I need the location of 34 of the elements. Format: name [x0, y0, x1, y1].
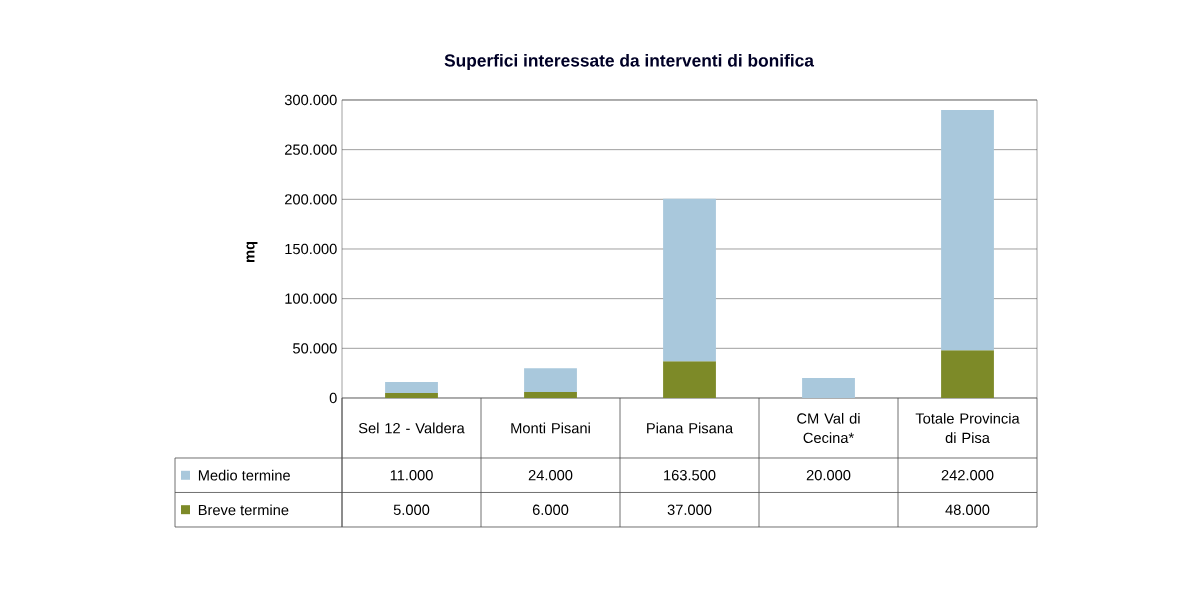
data-label: 24.000	[528, 470, 573, 481]
bar	[385, 382, 438, 394]
data-label: 5.000	[393, 504, 430, 515]
x-tick-label: Sel 12 - Valdera	[358, 422, 465, 434]
bar	[663, 198, 716, 362]
chart-title: Superfici interessate da interventi di bonifica	[444, 53, 815, 71]
bar	[385, 393, 438, 398]
y-tick-label: 250.000	[285, 144, 337, 155]
y-tick-label: 150.000	[285, 243, 337, 255]
data-label: 163.500	[664, 470, 716, 481]
bar	[941, 350, 994, 398]
bar	[941, 109, 994, 351]
legend-label: Breve termine	[198, 504, 289, 516]
data-label: 20.000	[806, 470, 851, 481]
bar	[524, 392, 577, 398]
x-tick-label: Totale Provincia di Pisa	[915, 412, 1020, 444]
data-label: 6.000	[532, 504, 569, 515]
data-label: 11.000	[390, 470, 433, 481]
data-label: 37.000	[667, 504, 712, 515]
x-tick-label: Monti Pisani	[511, 422, 590, 434]
x-tick-label: Piana Pisana	[647, 422, 734, 434]
bar	[524, 368, 577, 393]
data-label: 242.000	[941, 470, 994, 481]
legend-label: Medio termine	[198, 469, 290, 481]
data-label: 48.000	[945, 504, 990, 515]
y-tick-label: 200.000	[285, 194, 337, 205]
bar	[663, 361, 716, 398]
y-tick-label: 100.000	[285, 293, 337, 304]
y-axis-title: mq	[246, 241, 258, 263]
y-tick-label: 50.000	[293, 343, 337, 354]
y-tick-label: 300.000	[284, 94, 337, 106]
x-tick-label: CM Val di Cecina*	[797, 412, 860, 444]
bar	[802, 378, 855, 398]
y-tick-label: 0	[329, 392, 337, 404]
